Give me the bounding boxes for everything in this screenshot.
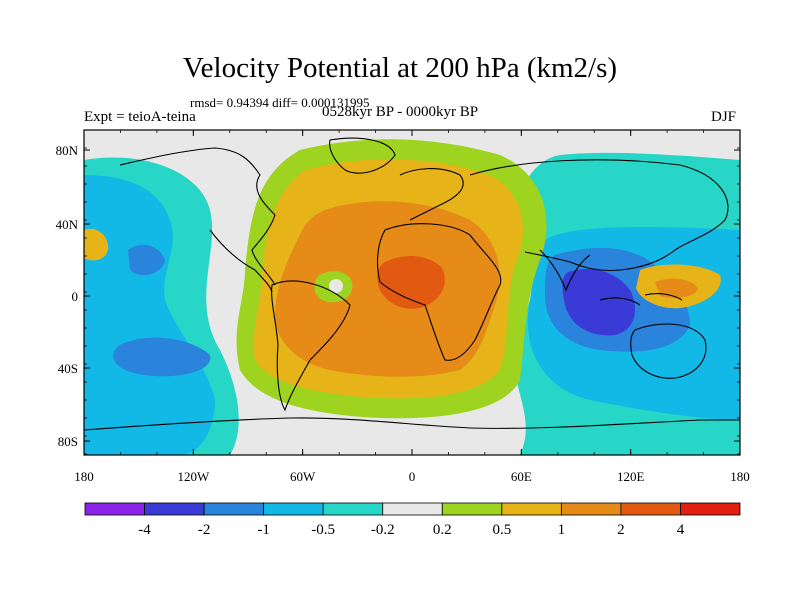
colorbar-label: -0.5 <box>311 522 335 538</box>
page-title: Velocity Potential at 200 hPa (km2/s) <box>182 52 618 84</box>
lat-tick-label: 80S <box>58 434 78 449</box>
colorbar-label: -4 <box>138 522 151 538</box>
lon-tick-label: 120W <box>177 469 210 484</box>
lon-tick-label: 180 <box>730 469 750 484</box>
colorbar-swatch <box>382 502 443 516</box>
lat-tick-label: 40N <box>56 217 79 232</box>
north-pacific-cell <box>128 244 165 276</box>
greenland-coast <box>329 137 396 174</box>
europe-coast <box>399 168 464 221</box>
antarctica-coast <box>84 417 740 431</box>
colorbar-label: 4 <box>677 522 685 538</box>
velocity-potential-field <box>84 130 740 455</box>
colorbar-label: 2 <box>617 522 625 538</box>
season-label: DJF <box>711 109 737 125</box>
colorbar-swatch <box>560 502 622 516</box>
lon-tick-label: 0 <box>409 469 416 484</box>
colorbar-swatch <box>441 502 503 516</box>
longitude-axis: 180 120W 60W 0 60E 120E 180 <box>74 130 750 484</box>
north-pacific-positive <box>84 228 109 261</box>
north-america-coast <box>119 147 276 286</box>
west-africa-core <box>377 256 445 309</box>
period-label: 0528kyr BP - 0000kyr BP <box>322 104 479 120</box>
lat-tick-label: 80N <box>56 143 79 158</box>
colorbar-swatch <box>620 502 681 516</box>
lat-tick-label: 0 <box>72 289 79 304</box>
lon-tick-label: 120E <box>617 469 645 484</box>
colorbar-label: 0.5 <box>492 522 511 538</box>
colorbar-swatch <box>680 502 741 516</box>
colorbar-label: 0.2 <box>433 522 452 538</box>
colorbar-swatch <box>263 502 324 516</box>
colorbar: -4 -2 -1 -0.5 -0.2 0.2 0.5 1 2 4 <box>84 502 741 538</box>
lat-tick-label: 40S <box>58 361 78 376</box>
coastlines <box>84 137 740 431</box>
stats-line: rmsd= 0.94394 diff= 0.000131995 <box>190 95 370 110</box>
lon-tick-label: 60W <box>290 469 316 484</box>
experiment-label: Expt = teioA-teina <box>84 109 196 125</box>
indonesia-coast <box>599 293 683 306</box>
indo-pacific-core <box>562 269 635 336</box>
amazon-minimum <box>329 279 343 293</box>
colorbar-label: -1 <box>257 522 270 538</box>
australia-coast <box>630 323 707 379</box>
india-coast <box>539 249 591 292</box>
colorbar-label: -0.2 <box>371 522 395 538</box>
central-america-coast <box>209 229 273 293</box>
latitude-axis: 80N 40N 0 40S 80S <box>56 143 740 455</box>
colorbar-swatch <box>84 502 145 516</box>
colorbar-swatch <box>144 502 205 516</box>
asia-coast <box>469 159 729 272</box>
africa-coast <box>376 223 502 361</box>
pacific-east-weak <box>84 175 215 455</box>
colorbar-label: 1 <box>558 522 566 538</box>
south-america-coast <box>271 280 351 412</box>
lon-tick-label: 180 <box>74 469 94 484</box>
south-pacific-cell <box>113 337 211 377</box>
colorbar-swatch <box>501 502 562 516</box>
west-pacific-core <box>655 278 698 298</box>
colorbar-swatch <box>203 502 265 516</box>
lon-tick-label: 60E <box>511 469 532 484</box>
colorbar-label: -2 <box>198 522 211 538</box>
colorbar-swatch <box>322 502 384 516</box>
